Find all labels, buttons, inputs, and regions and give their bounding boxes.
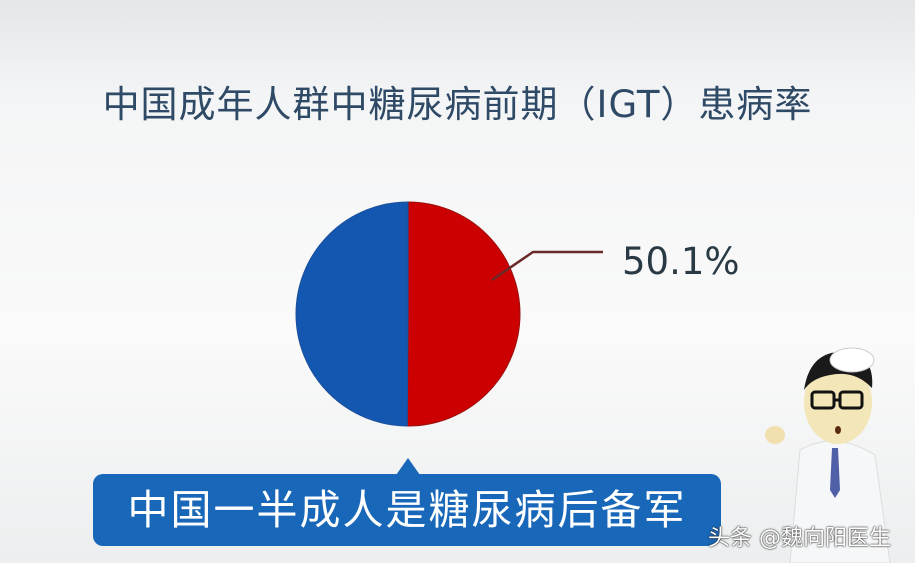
doctor-illustration [765, 347, 891, 563]
watermark: 头条 @魏向阳医生 [708, 526, 891, 551]
leader-line [491, 250, 603, 282]
callout-box: 中国一半成人是糖尿病后备军 [93, 474, 721, 546]
callout-pointer [396, 458, 420, 475]
slice-label-red: 50.1% [622, 240, 740, 283]
pie-slice-blue [295, 201, 409, 427]
chart-title: 中国成年人群中糖尿病前期（IGT）患病率 [102, 83, 813, 126]
pie-slice-red [406, 201, 521, 427]
